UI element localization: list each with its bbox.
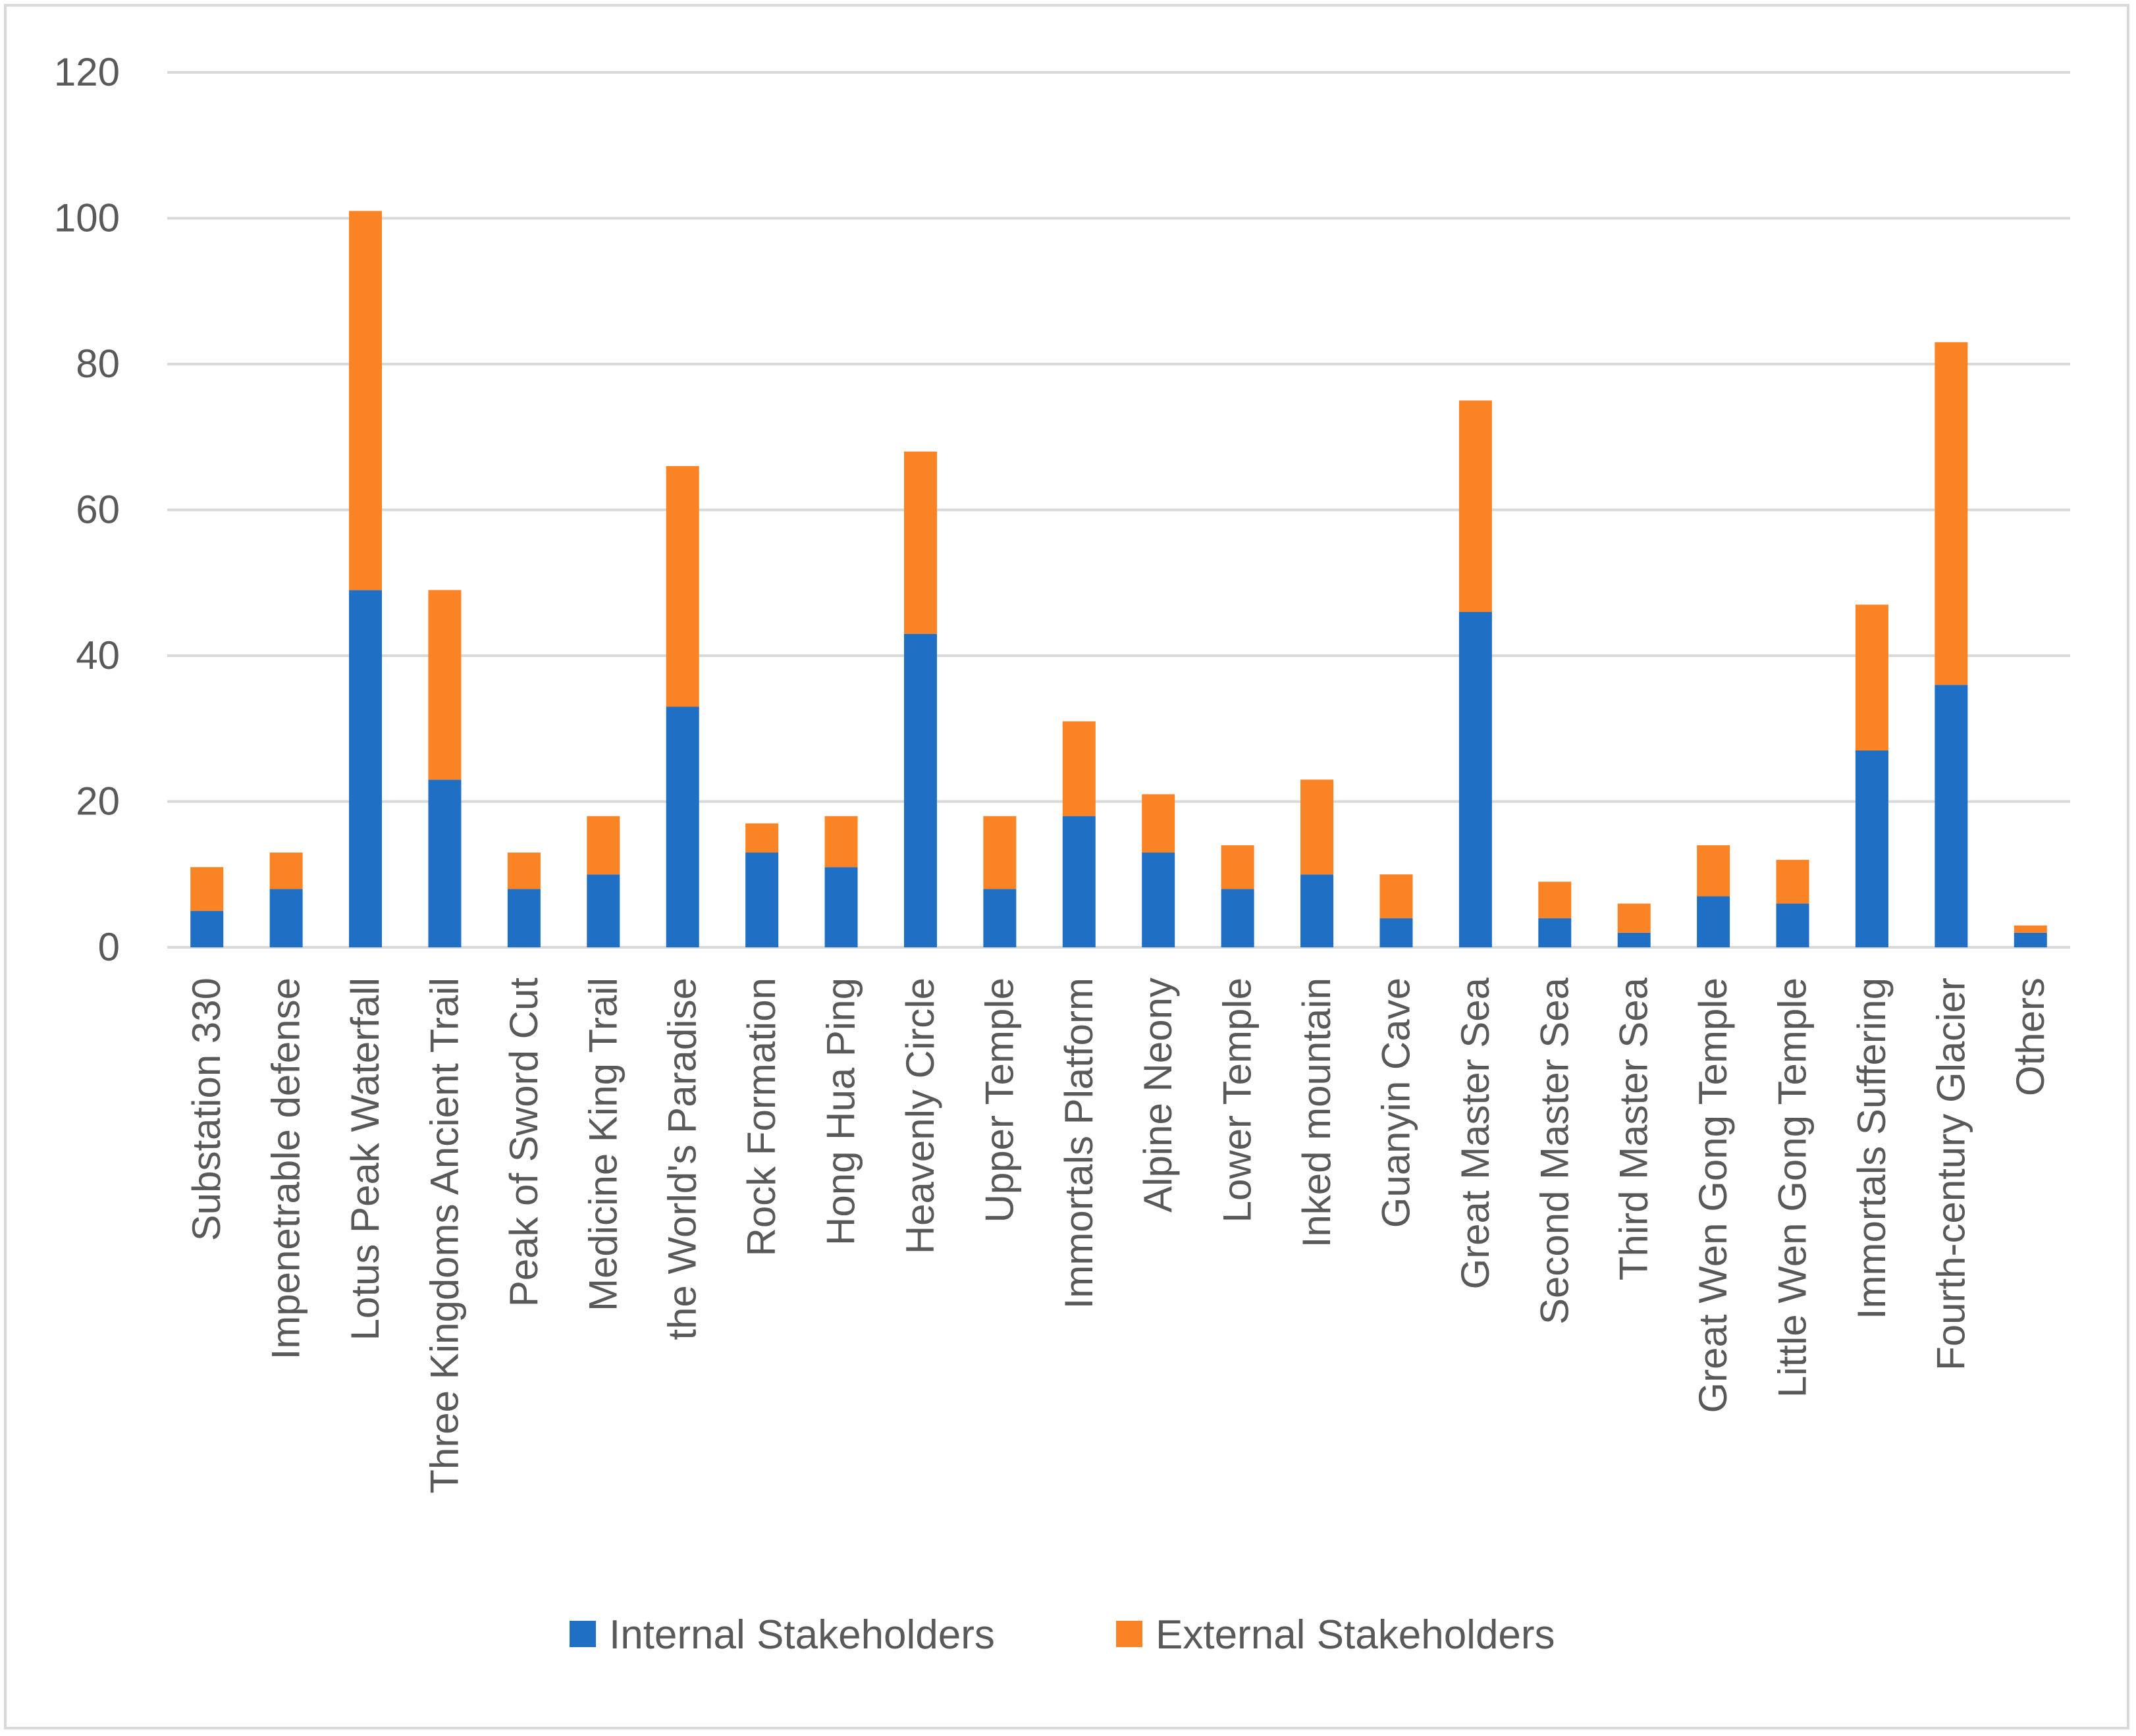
bar-external-19 [1617,903,1651,933]
bars [190,211,2047,947]
bar-internal-24 [2014,932,2047,947]
bar-internal-8 [745,853,779,947]
bar-internal-5 [507,889,541,947]
bar-internal-13 [1142,853,1175,947]
x-category-label: Alpine Neony [1136,978,1180,1213]
stacked-bar-chart: 0 20 40 60 80 100 120 Substation 330 Impenetrab… [54,50,2070,1658]
x-category-label: Hong Hua Ping [819,978,863,1246]
bar-external-7 [666,466,699,707]
bar-internal-16 [1379,918,1413,947]
bar-internal-9 [824,867,858,947]
y-tick-label: 40 [76,633,120,677]
legend-swatch-internal [570,1621,596,1647]
x-category-label: Heavenly Circle [898,978,942,1254]
bar-internal-15 [1300,874,1334,947]
bar-external-5 [507,853,541,889]
x-category-label: Little Wen Gong Temple [1771,978,1815,1398]
bar-external-14 [1221,845,1254,889]
x-category-label: Substation 330 [184,978,228,1241]
x-category-label: Rock Formation [739,978,784,1256]
legend: Internal Stakeholders External Stakeholde… [570,1612,1555,1658]
bar-internal-18 [1538,918,1572,947]
bar-external-1 [190,867,224,911]
bar-external-18 [1538,881,1572,918]
y-tick-label: 60 [76,488,120,532]
x-category-label: Lotus Peak Waterfall [343,978,387,1340]
bar-internal-11 [983,889,1017,947]
x-category-label: Upper Temple [977,978,1021,1223]
bar-internal-19 [1617,932,1651,947]
x-category-label: Immortals Platform [1057,978,1101,1309]
x-category-label: Second Master Sea [1532,977,1576,1325]
bar-internal-20 [1697,896,1730,947]
bar-internal-4 [428,779,462,947]
bar-external-23 [1935,342,1968,685]
bar-external-10 [903,451,937,634]
x-category-label: the World's Paradise [660,978,705,1340]
bar-external-22 [1855,604,1888,750]
x-category-label: Peak of Sword Cut [502,978,546,1307]
x-category-label: Immortals Suffering [1850,978,1894,1319]
bar-external-2 [269,853,303,889]
y-tick-label: 0 [98,925,120,969]
x-category-label: Inked mountain [1295,978,1339,1248]
bar-external-3 [349,211,383,591]
bar-external-11 [983,816,1017,889]
bar-internal-10 [903,633,937,947]
bar-internal-7 [666,706,699,947]
x-category-label: Great Wen Gong Temple [1691,978,1735,1413]
x-category-label: Third Master Sea [1612,977,1656,1280]
x-category-label: Guanyin Cave [1374,978,1418,1228]
y-tick-label: 120 [54,50,120,94]
bar-internal-12 [1062,816,1096,947]
bar-external-24 [2014,925,2047,933]
bar-internal-2 [269,889,303,947]
chart-frame: 0 20 40 60 80 100 120 Substation 330 Impenetrab… [4,4,2129,1729]
bar-external-4 [428,590,462,780]
bar-external-6 [587,816,620,875]
y-tick-label: 80 [76,342,120,386]
y-axis-ticks: 0 20 40 60 80 100 120 [54,50,120,969]
bar-external-20 [1697,845,1730,897]
bar-external-13 [1142,794,1175,853]
legend-swatch-external [1116,1621,1142,1647]
x-category-label: Impenetrable defense [264,978,308,1359]
bar-external-8 [745,823,779,853]
bar-external-16 [1379,874,1413,918]
bar-external-12 [1062,721,1096,816]
bar-external-17 [1458,400,1492,612]
x-category-label: Others [2008,978,2052,1096]
y-tick-label: 20 [76,779,120,824]
bar-external-21 [1776,860,1809,904]
y-tick-label: 100 [54,196,120,240]
x-category-label: Great Master Sea [1453,977,1497,1289]
legend-label-internal: Internal Stakeholders [609,1612,995,1658]
bar-external-9 [824,816,858,868]
legend-label-external: External Stakeholders [1156,1612,1555,1658]
x-axis-labels: Substation 330 Impenetrable defense Lotus … [184,977,2052,1493]
bar-internal-1 [190,910,224,947]
bar-internal-22 [1855,750,1888,947]
x-category-label: Three Kingdoms Ancient Trail [422,978,466,1494]
bar-internal-3 [349,590,383,947]
x-category-label: Fourth-century Glacier [1929,978,1973,1371]
gridlines [167,71,2070,949]
x-category-label: Lower Temple [1215,978,1260,1223]
x-category-label: Medicine King Trail [581,978,625,1311]
bar-internal-17 [1458,612,1492,947]
bar-internal-23 [1935,685,1968,947]
bar-external-15 [1300,779,1334,875]
bar-internal-14 [1221,889,1254,947]
bar-internal-21 [1776,903,1809,947]
bar-internal-6 [587,874,620,947]
